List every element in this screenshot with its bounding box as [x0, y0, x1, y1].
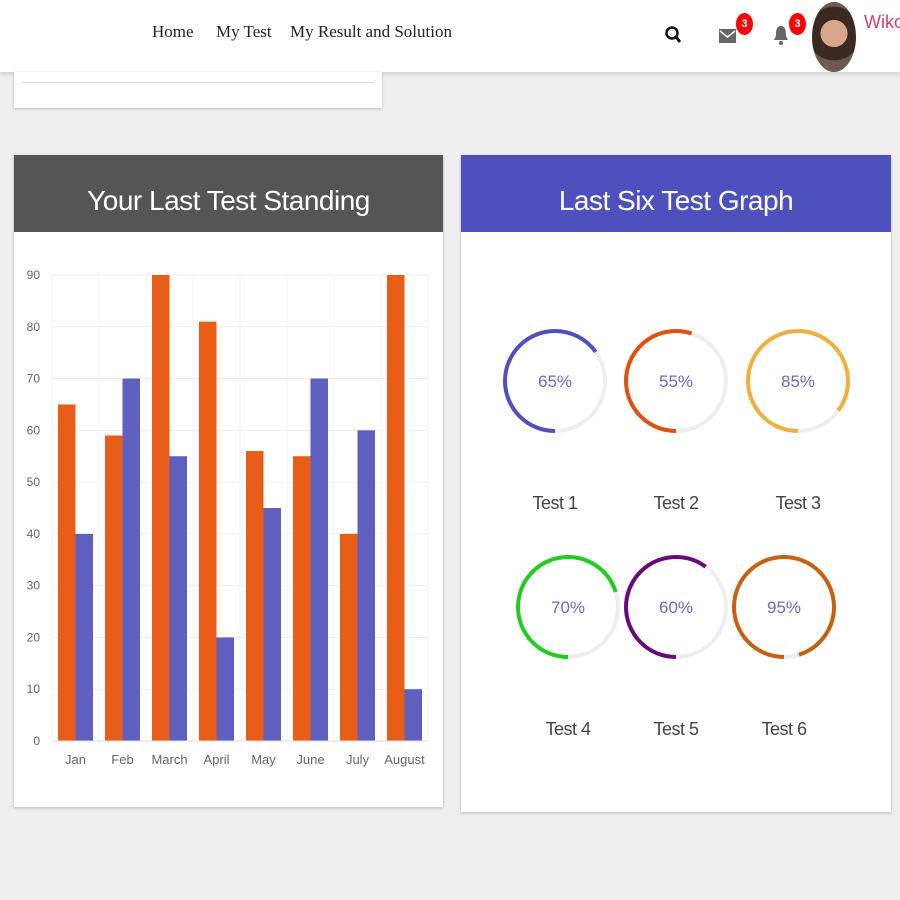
test-label: Test 4: [545, 719, 591, 739]
y-tick-label: 30: [27, 579, 41, 593]
test-label: Test 2: [653, 493, 699, 513]
y-tick-label: 90: [27, 268, 41, 282]
ring-progress: [624, 555, 728, 659]
user-avatar[interactable]: [812, 2, 856, 72]
nav-my-result[interactable]: My Result and Solution: [290, 22, 452, 41]
bar-july-series-1: [340, 533, 358, 741]
ring-progress: [516, 555, 620, 659]
x-tick-label: Feb: [111, 752, 133, 767]
y-tick-label: 70: [27, 372, 41, 386]
test-label: Test 5: [653, 719, 699, 739]
search-icon[interactable]: [664, 25, 682, 45]
bar-july-series-2: [357, 430, 375, 741]
test-label: Test 1: [532, 493, 578, 513]
y-tick-label: 60: [27, 423, 41, 437]
test-rings: 65% 55% 85% 70% 60% 95%: [503, 329, 850, 659]
x-tick-label: March: [151, 752, 187, 767]
y-tick-label: 20: [27, 630, 41, 644]
y-tick-label: 80: [27, 320, 41, 334]
bar-april-series-1: [199, 321, 217, 741]
mail-icon[interactable]: [719, 29, 736, 43]
last-six-test-card: Last Six Test Graph 65% 55% 85% 70% 60% 95% T…: [461, 155, 891, 812]
bell-badge: 3: [789, 13, 806, 35]
y-tick-label: 40: [27, 527, 41, 541]
bar-august-series-2: [404, 689, 422, 741]
last-test-standing-card: Your Last Test Standing 0 10 20 30 40 50 60 70 8…: [14, 155, 443, 807]
bar-march-series-2: [169, 456, 187, 741]
ring-percent: 60%: [659, 598, 693, 617]
bar-march-series-1: [152, 275, 170, 741]
nav-home[interactable]: Home: [152, 22, 194, 41]
bar-jan-series-2: [75, 533, 93, 741]
bar-jan-series-1: [58, 404, 76, 741]
ring-percent: 65%: [538, 372, 572, 391]
ring-percent: 55%: [659, 372, 693, 391]
bell-icon[interactable]: [773, 24, 789, 46]
bar-feb-series-1: [105, 435, 123, 741]
user-name[interactable]: Wikol: [864, 12, 900, 32]
bar-chart: 0 10 20 30 40 50 60 70 80 90 Jan Feb March April May Ju…: [27, 268, 429, 767]
y-tick-label: 0: [33, 734, 40, 748]
bar-june-series-1: [293, 456, 311, 741]
bar-june-series-2: [310, 378, 328, 741]
bar-may-series-1: [246, 451, 264, 741]
bar-august-series-1: [387, 275, 405, 741]
ring-percent: 85%: [781, 372, 815, 391]
card-title: Your Last Test Standing: [14, 155, 443, 232]
bar-may-series-2: [263, 508, 281, 741]
ring-progress: [503, 329, 607, 433]
ring-progress: [624, 329, 728, 433]
bar-april-series-2: [216, 637, 234, 741]
x-tick-label: April: [203, 752, 229, 767]
ring-percent: 70%: [551, 598, 585, 617]
x-tick-label: Jan: [65, 752, 86, 767]
ring-progress: [746, 329, 850, 433]
x-tick-label: June: [296, 752, 324, 767]
y-tick-label: 50: [27, 475, 41, 489]
x-tick-label: August: [384, 752, 425, 767]
card-title: Last Six Test Graph: [461, 155, 891, 232]
y-tick-label: 10: [27, 682, 41, 696]
test-label: Test 3: [775, 493, 821, 513]
test-label: Test 6: [761, 719, 807, 739]
bar-feb-series-2: [122, 378, 140, 741]
ring-percent: 95%: [767, 598, 801, 617]
ring-progress: [732, 555, 836, 659]
x-tick-label: May: [251, 752, 276, 767]
x-tick-label: July: [346, 752, 370, 767]
previous-card: [14, 72, 382, 108]
top-navbar: Home My Test My Result and Solution 3 3 …: [0, 0, 900, 72]
mail-badge: 3: [736, 13, 753, 35]
nav-my-test[interactable]: My Test: [216, 22, 272, 41]
